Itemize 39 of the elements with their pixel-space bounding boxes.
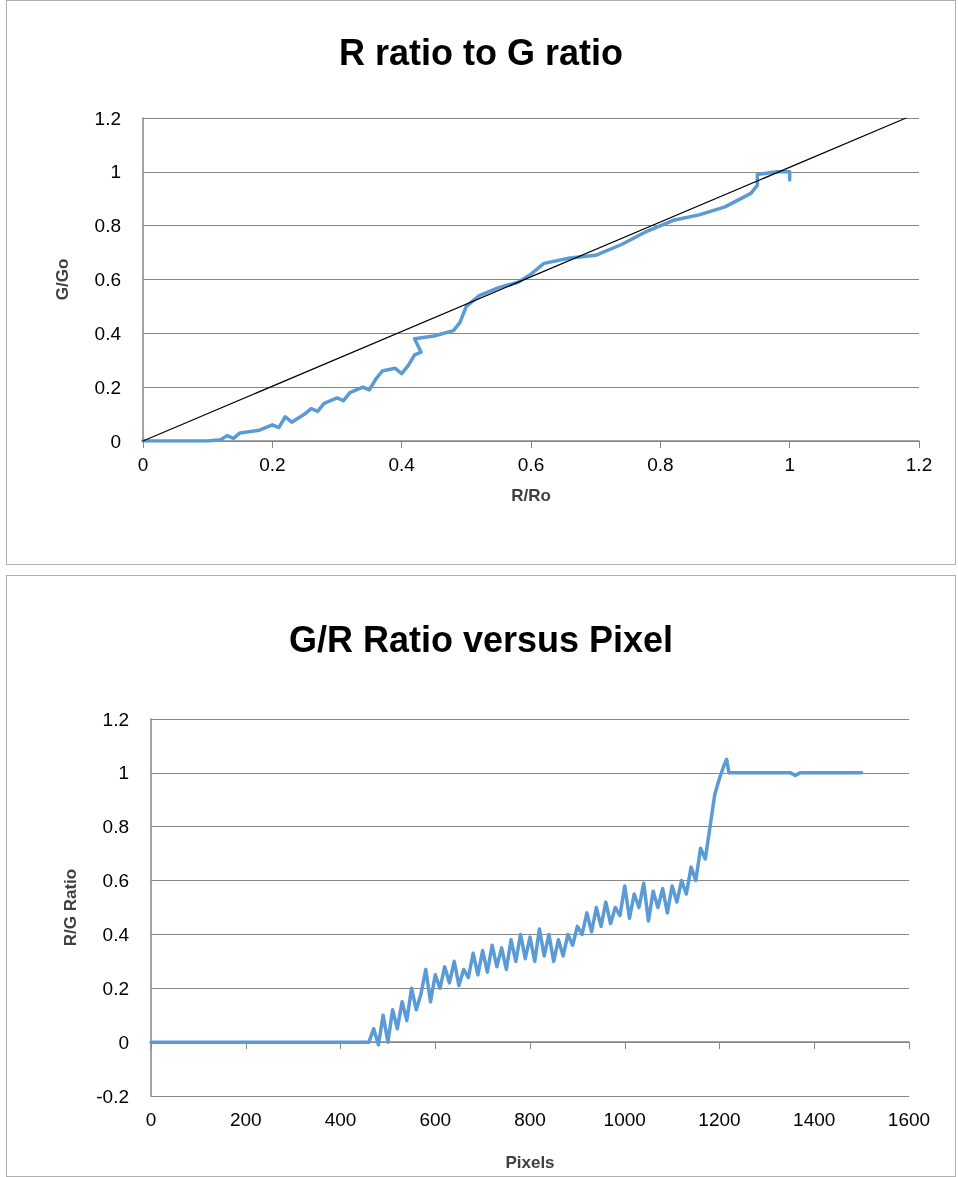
x-tick-label: 1600 — [887, 1109, 931, 1130]
line-series — [141, 170, 792, 443]
x-tick-label: 200 — [229, 1109, 262, 1130]
y-tick-label: 0.4 — [102, 923, 130, 945]
x-tick-label: 0 — [137, 454, 149, 475]
y-tick-label: 0 — [118, 1031, 129, 1053]
y-tick-label: 1 — [118, 762, 129, 784]
y-tick-label: 0 — [110, 430, 121, 452]
x-tick-label: 0.6 — [517, 454, 545, 475]
x-tick-label: 1000 — [603, 1109, 646, 1130]
x-axis-title: R/Ro — [511, 486, 551, 505]
x-tick-label: 1400 — [793, 1109, 836, 1130]
x-tick-label: 1 — [784, 454, 795, 475]
x-tick-label: 0.4 — [388, 454, 416, 475]
x-tick-label: 1200 — [698, 1109, 741, 1130]
y-tick-label: -0.2 — [96, 1085, 129, 1107]
x-tick-label: 800 — [514, 1109, 546, 1130]
y-tick-label: 0.2 — [94, 376, 121, 398]
y-tick-label: 0.6 — [102, 870, 129, 892]
x-tick-label: 0.8 — [647, 454, 674, 475]
chart-title: G/R Ratio versus Pixel — [288, 618, 674, 660]
line-series — [149, 757, 864, 1047]
y-tick-label: 1.2 — [94, 107, 121, 129]
y-tick-label: 0.4 — [94, 322, 122, 344]
y-axis-title: G/Go — [53, 258, 72, 301]
y-tick-label: 0.6 — [94, 269, 121, 290]
chart-title: R ratio to G ratio — [338, 31, 624, 73]
y-tick-label: 1.2 — [102, 708, 129, 730]
y-tick-label: 0.8 — [94, 215, 121, 237]
x-tick-label: 0.2 — [259, 454, 286, 475]
y-axis-title: R/G Ratio — [61, 868, 80, 947]
x-tick-label: 400 — [324, 1109, 357, 1130]
x-tick-label: 0 — [145, 1109, 157, 1130]
x-axis-title: Pixels — [505, 1153, 555, 1172]
y-tick-label: 0.8 — [102, 816, 129, 838]
y-tick-label: 0.2 — [102, 977, 129, 999]
x-tick-label: 600 — [419, 1109, 452, 1130]
y-tick-label: 1 — [110, 161, 121, 183]
x-tick-label: 1.2 — [905, 454, 933, 475]
